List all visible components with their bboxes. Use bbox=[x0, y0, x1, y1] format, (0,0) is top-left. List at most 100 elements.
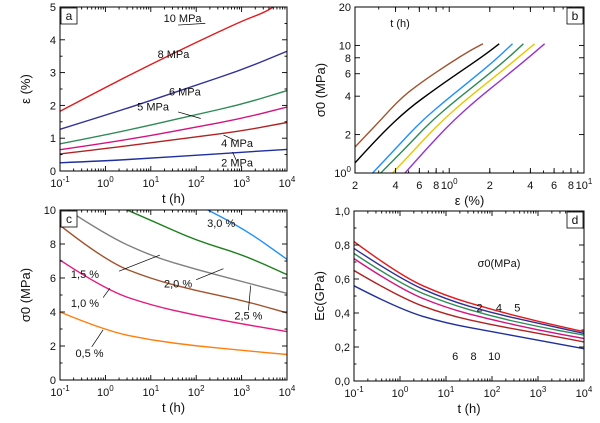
x-tick-label-c: 104 bbox=[279, 384, 296, 399]
panel-label-b: b bbox=[572, 9, 579, 23]
curve-label-a: 10 MPa bbox=[164, 13, 203, 25]
y-tick-label-c: 2 bbox=[50, 341, 56, 353]
x-tick-label-b: 8 bbox=[433, 180, 439, 192]
panel-label-d: d bbox=[572, 213, 579, 227]
series-line-d-5 bbox=[354, 285, 584, 350]
curve-label-c: 2,5 % bbox=[234, 311, 262, 323]
curve-label-a: 4 MPa bbox=[221, 138, 254, 150]
series-line-d-4 bbox=[354, 269, 584, 343]
series-line-d-1 bbox=[354, 247, 584, 335]
y-tick-label-a: 3 bbox=[50, 68, 56, 80]
series-line-b-2 bbox=[372, 43, 513, 173]
x-tick-label-d: 101 bbox=[438, 385, 455, 400]
y-axis-label-b: σ0 (MPa) bbox=[313, 63, 328, 117]
x-tick-label-b: 2 bbox=[352, 180, 358, 192]
curve-label-d: 6 bbox=[452, 351, 458, 363]
x-tick-label-d: 103 bbox=[530, 385, 547, 400]
y-tick-label-d: 0,8 bbox=[335, 240, 350, 252]
leader-line-a bbox=[223, 134, 238, 142]
series-line-c-2 bbox=[60, 224, 287, 314]
series-line-c-0 bbox=[60, 311, 287, 356]
leader-line-c bbox=[196, 268, 224, 281]
y-axis-label-a: ε (%) bbox=[18, 74, 33, 104]
series-line-d-3 bbox=[354, 258, 584, 340]
x-axis-label-d: t (h) bbox=[457, 401, 480, 416]
y-tick-label-c: 8 bbox=[50, 239, 56, 251]
x-tick-label-b: 8 bbox=[568, 180, 574, 192]
x-tick-label-a: 103 bbox=[233, 175, 250, 190]
x-tick-label-d: 10-1 bbox=[344, 385, 364, 400]
y-tick-label-b: 8 bbox=[345, 53, 351, 65]
series-line-b-4 bbox=[392, 43, 536, 173]
series-line-c-4 bbox=[126, 210, 287, 276]
panel-label-box-c bbox=[60, 210, 78, 228]
curve-label-c: 2,0 % bbox=[164, 278, 192, 290]
series-line-a-5 bbox=[60, 7, 274, 112]
y-tick-label-d: 0,2 bbox=[335, 342, 350, 354]
x-tick-label-a: 102 bbox=[188, 175, 205, 190]
curve-label-d: 5 bbox=[514, 302, 520, 314]
plot-frame-d bbox=[353, 210, 585, 382]
leader-line-c bbox=[91, 329, 104, 348]
leader-line-a bbox=[177, 111, 201, 119]
x-tick-label-b: 100 bbox=[441, 177, 458, 192]
y-tick-label-c: 4 bbox=[50, 307, 56, 319]
series-line-b-3 bbox=[380, 43, 524, 173]
panel-a: 10-1 100 101 102 103 104 0 1 2 3 4 5 t (h) ε (%) a 10 M… bbox=[18, 2, 296, 206]
x-tick-label-d: 104 bbox=[576, 385, 593, 400]
series-line-b-1 bbox=[355, 43, 500, 164]
curve-label-c: 1,0 % bbox=[71, 298, 99, 310]
curve-label-a: 6 MPa bbox=[169, 87, 202, 99]
curve-label-d: 8 bbox=[471, 351, 477, 363]
series-line-d-0 bbox=[354, 241, 584, 333]
y-tick-label-b: 2 bbox=[345, 130, 351, 142]
panel-label-box-b bbox=[566, 7, 584, 25]
y-tick-label-b: 6 bbox=[345, 69, 351, 81]
x-axis-label-b: ε (%) bbox=[455, 193, 485, 208]
y-axis-label-d: Ec(GPa) bbox=[312, 271, 327, 321]
leader-line-c bbox=[102, 287, 111, 298]
x-tick-label-c: 102 bbox=[188, 384, 205, 399]
curve-label-a: 8 MPa bbox=[158, 49, 191, 61]
y-tick-label-b: 4 bbox=[345, 91, 351, 103]
y-tick-label-a: 1 bbox=[50, 133, 56, 145]
y-tick-label-c: 6 bbox=[50, 273, 56, 285]
curve-label-d: 10 bbox=[488, 351, 500, 363]
legend-title-b: t (h) bbox=[390, 18, 410, 30]
panel-label-box-d bbox=[566, 211, 584, 229]
x-tick-label-c: 100 bbox=[97, 384, 114, 399]
x-tick-label-c: 101 bbox=[142, 384, 159, 399]
x-tick-label-c: 10-1 bbox=[50, 384, 70, 399]
y-tick-label-c: 10 bbox=[44, 205, 56, 217]
y-tick-label-c: 0 bbox=[50, 375, 56, 387]
y-tick-label-b: 20 bbox=[339, 2, 351, 14]
y-tick-label-d: 0,4 bbox=[335, 308, 350, 320]
x-tick-label-b: 4 bbox=[527, 180, 533, 192]
x-tick-label-a: 101 bbox=[142, 175, 159, 190]
series-line-a-0 bbox=[60, 148, 287, 164]
y-tick-label-d: 0,0 bbox=[335, 376, 350, 388]
series-line-a-2 bbox=[60, 106, 287, 151]
x-tick-label-d: 102 bbox=[484, 385, 501, 400]
y-tick-label-b: 10 bbox=[339, 40, 351, 52]
series-line-a-4 bbox=[60, 50, 287, 130]
x-tick-label-d: 100 bbox=[392, 385, 409, 400]
x-axis-label-c: t (h) bbox=[162, 400, 185, 415]
series-line-c-3 bbox=[67, 210, 287, 294]
series-line-a-1 bbox=[60, 121, 287, 155]
y-tick-label-b: 100 bbox=[334, 165, 351, 180]
x-tick-label-a: 10-1 bbox=[50, 175, 70, 190]
series-line-b-5 bbox=[404, 43, 546, 173]
leader-line-c bbox=[248, 285, 252, 311]
series-line-a-3 bbox=[60, 89, 287, 145]
leader-line-c bbox=[118, 254, 161, 272]
x-tick-label-b: 6 bbox=[416, 180, 422, 192]
panel-label-box-a bbox=[60, 7, 78, 25]
leader-line-a bbox=[232, 151, 238, 163]
series-line-d-2 bbox=[354, 252, 584, 336]
y-tick-label-a: 4 bbox=[50, 35, 56, 47]
y-tick-label-a: 0 bbox=[50, 166, 56, 178]
x-tick-label-c: 103 bbox=[233, 384, 250, 399]
